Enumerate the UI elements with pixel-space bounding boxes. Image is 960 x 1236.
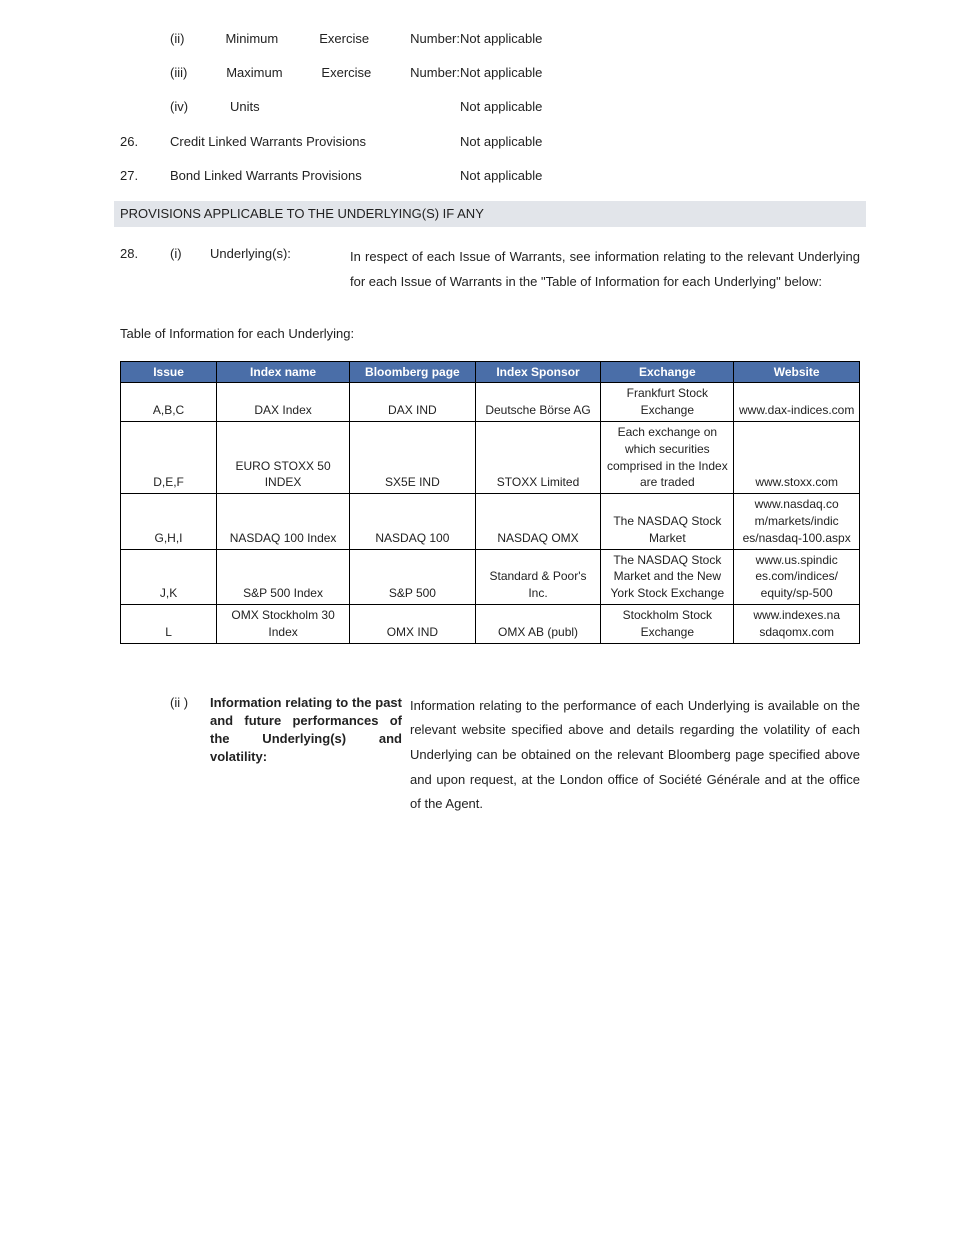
item-ii-info: (ii ) Information relating to the past a…: [120, 694, 860, 817]
table-cell: NASDAQ 100: [350, 494, 476, 549]
table-cell: SX5E IND: [350, 422, 476, 494]
item-27-num: 27.: [120, 167, 170, 185]
table-header-cell: Exchange: [601, 361, 734, 383]
table-cell: NASDAQ 100 Index: [217, 494, 350, 549]
table-header-cell: Issue: [121, 361, 217, 383]
item-iv-label: Units: [230, 98, 460, 116]
item-28-label: Underlying(s):: [210, 245, 350, 294]
table-cell: L: [121, 605, 217, 644]
table-row: A,B,CDAX IndexDAX INDDeutsche Börse AGFr…: [121, 383, 860, 422]
table-row: J,KS&P 500 IndexS&P 500Standard & Poor's…: [121, 549, 860, 604]
table-cell: OMX IND: [350, 605, 476, 644]
table-cell: www.stoxx.com: [734, 422, 860, 494]
table-cell: www.nasdaq.co m/markets/indic es/nasdaq-…: [734, 494, 860, 549]
table-header-row: IssueIndex nameBloomberg pageIndex Spons…: [121, 361, 860, 383]
item-iii-value: Not applicable: [460, 64, 860, 82]
table-cell: www.dax-indices.com: [734, 383, 860, 422]
table-title: Table of Information for each Underlying…: [120, 325, 860, 343]
table-cell: A,B,C: [121, 383, 217, 422]
item-iii: (iii) Maximum Exercise Number: Not appli…: [120, 64, 860, 82]
item-28-value: In respect of each Issue of Warrants, se…: [350, 245, 860, 294]
table-header-cell: Index name: [217, 361, 350, 383]
table-cell: Each exchange on which securities compri…: [601, 422, 734, 494]
table-row: LOMX Stockholm 30 IndexOMX INDOMX AB (pu…: [121, 605, 860, 644]
table-cell: www.us.spindic es.com/indices/ equity/sp…: [734, 549, 860, 604]
table-cell: EURO STOXX 50 INDEX: [217, 422, 350, 494]
table-row: D,E,FEURO STOXX 50 INDEXSX5E INDSTOXX Li…: [121, 422, 860, 494]
table-cell: www.indexes.na sdaqomx.com: [734, 605, 860, 644]
table-cell: The NASDAQ Stock Market: [601, 494, 734, 549]
item-iv: (iv) Units Not applicable: [120, 98, 860, 116]
item-ii: (ii) Minimum Exercise Number: Not applic…: [120, 30, 860, 48]
table-header-cell: Website: [734, 361, 860, 383]
item-28-num: 28.: [120, 245, 170, 294]
item-iii-label: (iii) Maximum Exercise Number:: [170, 64, 460, 82]
item-iv-value: Not applicable: [460, 98, 860, 116]
section-band: PROVISIONS APPLICABLE TO THE UNDERLYING(…: [114, 201, 866, 227]
item-26-value: Not applicable: [460, 133, 860, 151]
item-ii-info-label: Information relating to the past and fut…: [210, 694, 410, 817]
table-cell: NASDAQ OMX: [475, 494, 601, 549]
table-cell: OMX Stockholm 30 Index: [217, 605, 350, 644]
item-27-value: Not applicable: [460, 167, 860, 185]
table-cell: S&P 500 Index: [217, 549, 350, 604]
table-cell: Frankfurt Stock Exchange: [601, 383, 734, 422]
table-cell: D,E,F: [121, 422, 217, 494]
table-cell: STOXX Limited: [475, 422, 601, 494]
table-cell: G,H,I: [121, 494, 217, 549]
table-cell: DAX IND: [350, 383, 476, 422]
item-26-label: Credit Linked Warrants Provisions: [170, 133, 460, 151]
item-28: 28. (i) Underlying(s): In respect of eac…: [120, 245, 860, 294]
table-cell: The NASDAQ Stock Market and the New York…: [601, 549, 734, 604]
table-cell: S&P 500: [350, 549, 476, 604]
table-cell: Stockholm Stock Exchange: [601, 605, 734, 644]
underlying-table: IssueIndex nameBloomberg pageIndex Spons…: [120, 361, 860, 644]
table-cell: OMX AB (publ): [475, 605, 601, 644]
item-27: 27. Bond Linked Warrants Provisions Not …: [120, 167, 860, 185]
table-header-cell: Bloomberg page: [350, 361, 476, 383]
item-ii-label: (ii) Minimum Exercise Number:: [170, 30, 460, 48]
table-cell: DAX Index: [217, 383, 350, 422]
table-header-cell: Index Sponsor: [475, 361, 601, 383]
item-27-label: Bond Linked Warrants Provisions: [170, 167, 460, 185]
item-ii-info-value: Information relating to the performance …: [410, 694, 860, 817]
table-cell: Standard & Poor's Inc.: [475, 549, 601, 604]
item-ii-info-sub: (ii ): [170, 694, 210, 817]
item-26-num: 26.: [120, 133, 170, 151]
item-ii-value: Not applicable: [460, 30, 860, 48]
table-row: G,H,INASDAQ 100 IndexNASDAQ 100NASDAQ OM…: [121, 494, 860, 549]
item-26: 26. Credit Linked Warrants Provisions No…: [120, 133, 860, 151]
item-28-sub: (i): [170, 245, 210, 294]
table-cell: J,K: [121, 549, 217, 604]
item-iv-sub: (iv): [170, 98, 230, 116]
table-cell: Deutsche Börse AG: [475, 383, 601, 422]
